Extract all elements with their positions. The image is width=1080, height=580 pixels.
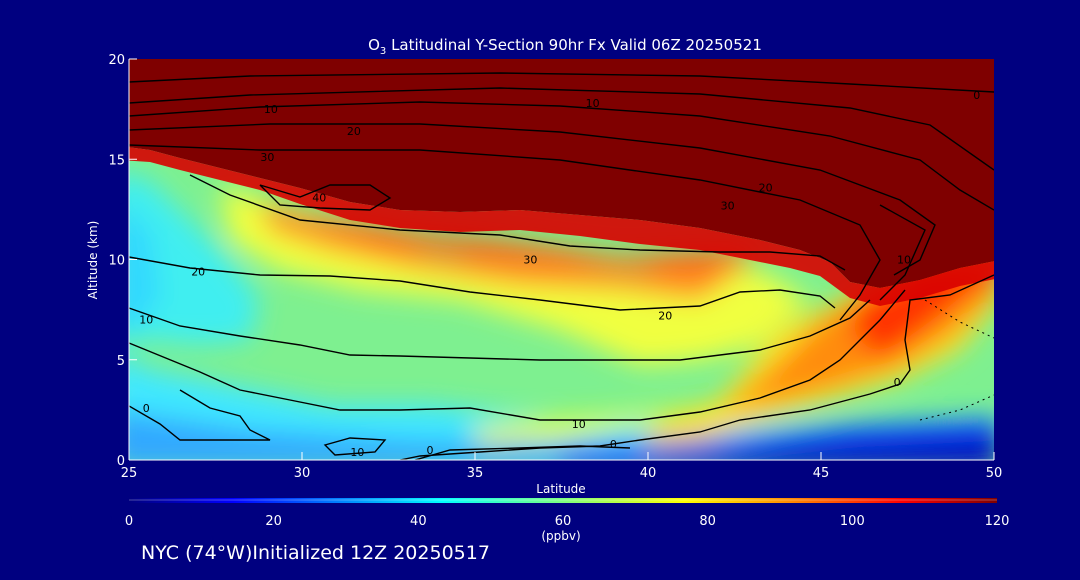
contour-30-upper [129,144,881,321]
y-tick-label: 15 [108,153,125,168]
footer-initialized: NYC (74°W)Initialized 12Z 20250517 [141,542,490,564]
colorbar-ticks: 0 20 40 60 80 100 120 [125,514,1010,529]
contour-0-right [399,274,994,460]
contour-label: 20 [347,125,361,138]
contour-30-band [189,174,846,271]
x-ticks: 25 30 35 40 45 50 [121,452,1003,481]
contour-label: 20 [759,181,773,194]
contour-label: 40 [312,191,326,204]
y-tick-label: 10 [108,254,125,269]
x-tick-label: 25 [121,466,138,481]
contour-10-low [129,289,906,421]
contour-10-band [129,299,871,361]
x-tick-label: 35 [467,466,484,481]
colorbar-tick-label: 80 [699,514,716,529]
contour-0-bottom [414,445,631,460]
contour-label: 30 [721,199,735,212]
x-axis-label: Latitude [536,482,585,496]
colorbar [129,498,997,503]
contour-label: 10 [264,103,278,116]
contour-label: 0 [427,444,434,457]
contour-10-inner [129,101,994,211]
contour-label: 0 [973,89,980,102]
x-tick-label: 40 [640,466,657,481]
y-axis-label: Altitude (km) [86,221,100,300]
contour-20-upper [129,123,936,276]
contour-0-upper [129,72,994,93]
contour-label: 20 [658,310,672,323]
contour-label: 20 [191,266,205,279]
colorbar-tick-label: 20 [265,514,282,529]
title-subscript: 3 [380,46,386,57]
contour-10-upper [129,87,994,171]
y-tick-label: 20 [108,53,125,68]
contour-20-mid [879,204,926,301]
contour-0-low [129,389,271,441]
contour-label: 10 [572,418,586,431]
contour-20-band [129,256,836,311]
colorbar-tick-label: 120 [985,514,1010,529]
colorbar-unit: (ppbv) [541,529,580,543]
contour-label: 30 [260,151,274,164]
contour-label: 0 [143,402,150,415]
contour-labels: 10 10 0 20 30 40 20 30 30 20 10 20 10 0 0 10 0 10 0 [139,89,980,459]
x-tick-label: 50 [986,466,1003,481]
colorbar-tick-label: 100 [840,514,865,529]
colorbar-tick-label: 40 [410,514,427,529]
y-ticks: 0 5 10 15 20 [108,53,137,469]
y-tick-label: 5 [117,354,125,369]
contour-dotted [924,299,994,339]
contour-label: 0 [610,438,617,451]
x-tick-label: 45 [813,466,830,481]
y-tick-label: 0 [117,454,125,469]
chart-title: O3 Latitudinal Y-Section 90hr Fx Valid 0… [368,36,762,57]
contour-lines [129,72,994,460]
contour-label: 30 [523,254,537,267]
contour-dotted-2 [919,394,994,421]
contour-40-blob [259,184,392,211]
contour-label: 10 [139,314,153,327]
contour-label: 10 [350,446,364,459]
colorbar-tick-label: 60 [555,514,572,529]
contour-label: 10 [586,97,600,110]
title-rest: Latitudinal Y-Section 90hr Fx Valid 06Z … [386,36,762,54]
colorbar-tick-label: 0 [125,514,133,529]
x-tick-label: 30 [294,466,311,481]
heatmap-field [129,59,994,460]
contour-label: 0 [894,376,901,389]
title-species: O [368,36,380,54]
contour-label: 10 [897,254,911,267]
contour-10-small [323,437,387,456]
